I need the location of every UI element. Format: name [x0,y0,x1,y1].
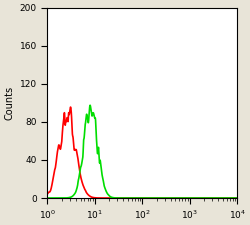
Y-axis label: Counts: Counts [4,86,14,120]
